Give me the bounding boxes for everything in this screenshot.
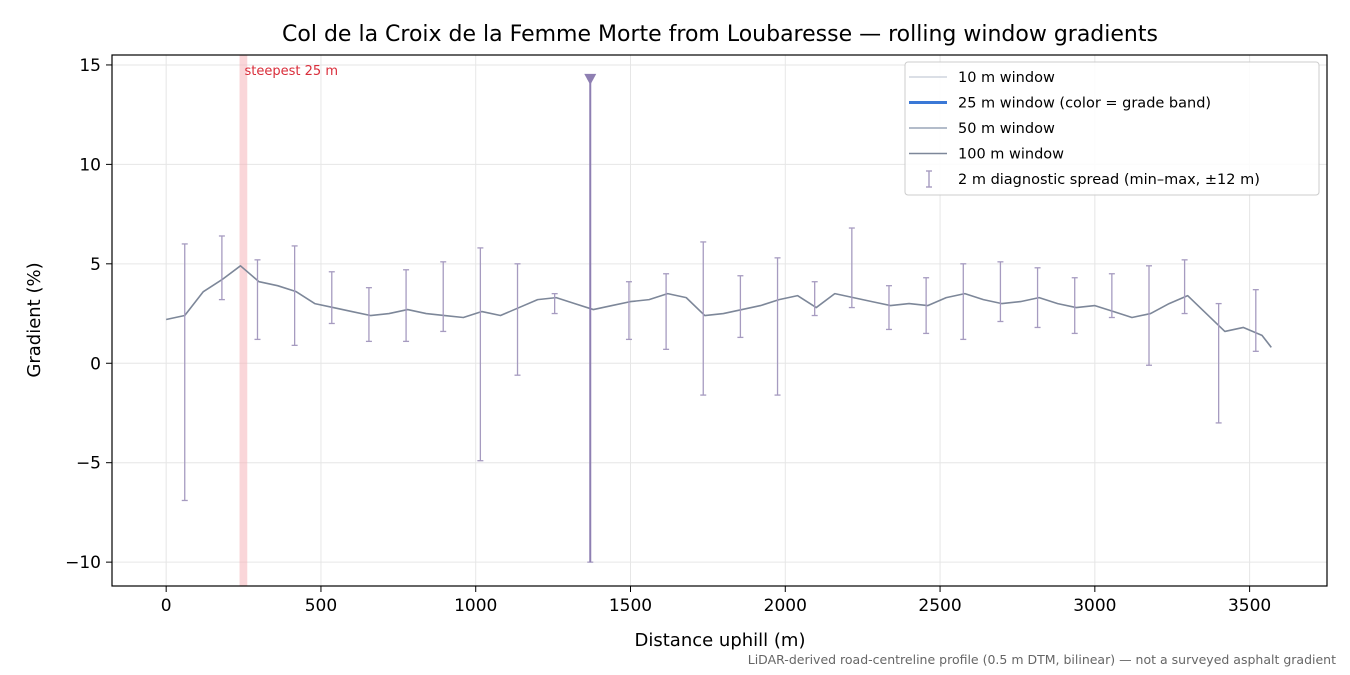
- y-axis-ticks: −10 −5 0 5 10 15: [65, 56, 112, 573]
- x-tick-label: 2000: [764, 596, 807, 616]
- legend-label: 10 m window: [958, 70, 1055, 86]
- legend-label: 100 m window: [958, 147, 1064, 163]
- x-tick-label: 0: [161, 596, 172, 616]
- spike-marker-group: [584, 73, 597, 563]
- error-bar: [737, 275, 744, 339]
- error-bar: [1252, 289, 1259, 352]
- error-bar: [1215, 302, 1222, 424]
- error-bar: [254, 259, 261, 341]
- error-bar: [625, 281, 632, 341]
- plot-frame: [111, 54, 1328, 587]
- error-bar: [440, 261, 447, 333]
- x-tick-label: 2500: [918, 596, 961, 616]
- error-bar: [1034, 267, 1041, 329]
- error-bar: [848, 227, 855, 309]
- error-bar: [811, 281, 818, 317]
- x-axis-ticks: 0 500 1000 1500 2000 2500 3000 3500: [161, 586, 1271, 616]
- legend-item: 100 m window: [909, 147, 1064, 163]
- error-bar: [365, 287, 372, 343]
- steepest-band: [239, 55, 248, 586]
- error-bar: [218, 235, 225, 301]
- y-tick-label: 10: [79, 155, 101, 175]
- y-tick-label: 5: [90, 255, 101, 275]
- spike-marker-triangle: [584, 73, 597, 85]
- y-tick-label: −10: [65, 553, 101, 573]
- legend: 10 m window 25 m window (color = grade ba…: [904, 61, 1320, 196]
- series-line: [166, 265, 1272, 348]
- x-tick-label: 500: [305, 596, 337, 616]
- error-bar: [1181, 259, 1188, 315]
- error-bar: [885, 285, 892, 331]
- steepest-label: steepest 25 m: [245, 64, 338, 79]
- y-tick-label: −5: [76, 454, 101, 474]
- error-bar: [774, 257, 781, 396]
- error-bar: [923, 277, 930, 335]
- chart-title: Col de la Croix de la Femme Morte from L…: [282, 22, 1158, 47]
- error-bar: [960, 263, 967, 341]
- legend-label: 25 m window (color = grade band): [958, 96, 1211, 112]
- error-bar: [477, 247, 484, 462]
- legend-label: 2 m diagnostic spread (min–max, ±12 m): [958, 172, 1260, 188]
- x-tick-label: 1000: [454, 596, 497, 616]
- error-bar: [997, 261, 1004, 323]
- error-bar: [328, 271, 335, 325]
- error-bar: [700, 241, 707, 396]
- error-bar: [181, 243, 188, 502]
- legend-item: 10 m window: [909, 70, 1055, 86]
- steepest-highlight: steepest 25 m: [239, 55, 338, 586]
- legend-box: [904, 61, 1320, 196]
- error-bar: [1108, 273, 1115, 319]
- x-tick-label: 1500: [609, 596, 652, 616]
- error-bar: [1071, 277, 1078, 335]
- x-tick-label: 3500: [1228, 596, 1271, 616]
- error-bar: [514, 263, 521, 376]
- error-bar: [1146, 265, 1153, 366]
- y-axis-label: Gradient (%): [24, 262, 45, 377]
- error-bar: [403, 269, 410, 343]
- legend-item: 2 m diagnostic spread (min–max, ±12 m): [926, 170, 1260, 188]
- legend-item: 50 m window: [909, 121, 1055, 137]
- error-bar: [663, 273, 670, 350]
- x-tick-label: 3000: [1073, 596, 1116, 616]
- series-lines: [166, 265, 1272, 348]
- footnote: LiDAR-derived road-centreline profile (0…: [748, 652, 1336, 667]
- y-tick-label: 15: [79, 56, 101, 76]
- legend-label: 50 m window: [958, 121, 1055, 137]
- error-bar: [551, 293, 558, 315]
- legend-item: 25 m window (color = grade band): [909, 96, 1211, 112]
- y-tick-label: 0: [90, 354, 101, 374]
- error-bar: [291, 245, 298, 347]
- x-axis-label: Distance uphill (m): [635, 630, 806, 651]
